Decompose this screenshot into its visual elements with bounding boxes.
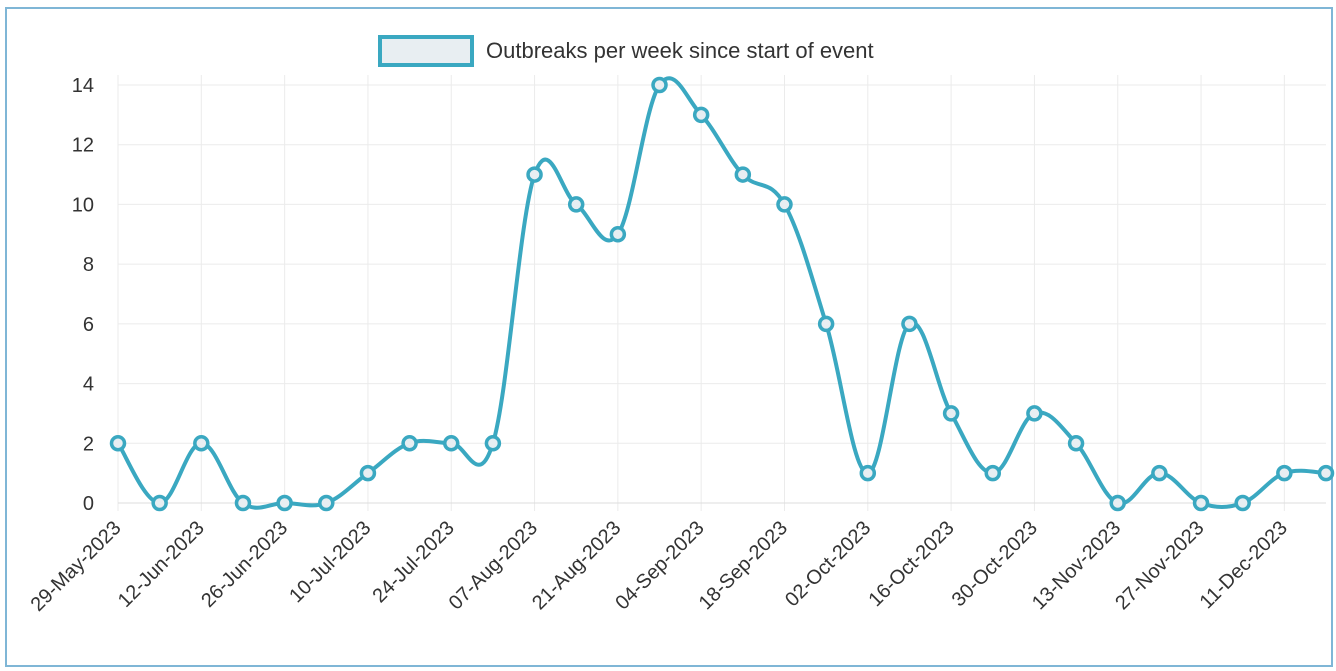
data-point: [817, 315, 835, 333]
data-point: [609, 226, 627, 243]
y-tick-label: 0: [83, 493, 94, 515]
y-tick-label: 2: [83, 433, 94, 455]
grid: [117, 75, 1326, 511]
x-tick-label: 13-Nov-2023: [1028, 517, 1125, 614]
data-point: [692, 106, 710, 124]
legend[interactable]: Outbreaks per week since start of event: [378, 35, 874, 67]
data-point: [859, 464, 877, 482]
data-point: [651, 76, 668, 94]
data-point: [1234, 494, 1251, 512]
series-outbreaks: [109, 76, 1335, 512]
data-point: [318, 494, 335, 512]
x-tick-label: 10-Jul-2023: [285, 517, 375, 607]
data-point: [1067, 435, 1085, 452]
data-point: [109, 435, 127, 452]
data-point: [1151, 464, 1168, 482]
x-tick-label: 02-Oct-2023: [781, 517, 875, 611]
x-tick-label: 24-Jul-2023: [369, 517, 459, 607]
x-tick-label: 07-Aug-2023: [445, 517, 542, 614]
data-point: [942, 405, 960, 422]
x-tick-label: 27-Nov-2023: [1111, 517, 1208, 614]
x-tick-label: 11-Dec-2023: [1196, 517, 1292, 613]
x-tick-label: 26-Jun-2023: [197, 517, 292, 612]
data-point: [276, 494, 293, 512]
data-point: [442, 435, 460, 452]
data-point: [151, 494, 168, 512]
chart-border: [5, 7, 1333, 667]
data-point: [776, 196, 793, 213]
y-tick-label: 14: [72, 75, 94, 97]
data-point: [401, 435, 418, 452]
y-tick-label: 8: [83, 254, 94, 276]
x-tick-label: 18-Sep-2023: [695, 517, 792, 614]
data-point: [1109, 494, 1126, 512]
y-tick-label: 6: [83, 314, 94, 336]
series-line: [116, 76, 1327, 510]
y-tick-label: 12: [72, 135, 94, 157]
tick-labels: 0 2 4 6 8 10 12 14 29-May-202312-Jun-202326-Jun-…: [27, 75, 1292, 616]
data-point: [734, 166, 752, 183]
legend-swatch[interactable]: [378, 35, 474, 67]
x-tick-label: 16-Oct-2023: [864, 517, 958, 611]
data-point: [234, 494, 252, 512]
data-point: [1026, 405, 1043, 422]
data-point: [193, 435, 210, 452]
data-point: [1317, 464, 1335, 482]
data-point: [359, 464, 377, 482]
legend-label[interactable]: Outbreaks per week since start of event: [486, 38, 874, 63]
data-point: [526, 166, 543, 183]
data-point: [484, 435, 502, 452]
x-tick-label: 04-Sep-2023: [611, 517, 708, 614]
x-tick-label: 29-May-2023: [27, 517, 126, 616]
data-point: [1192, 494, 1210, 512]
x-tick-label: 30-Oct-2023: [948, 517, 1042, 611]
data-point: [984, 464, 1002, 482]
y-tick-label: 4: [83, 374, 94, 396]
y-tick-label: 10: [72, 194, 94, 216]
x-tick-label: 12-Jun-2023: [114, 517, 209, 612]
data-point: [901, 315, 918, 333]
x-tick-label: 21-Aug-2023: [528, 517, 625, 614]
data-point: [1276, 464, 1293, 482]
data-point: [567, 196, 585, 213]
